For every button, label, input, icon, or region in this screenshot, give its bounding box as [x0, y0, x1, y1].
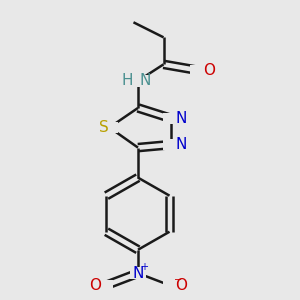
Text: N: N — [176, 137, 187, 152]
Text: N: N — [132, 266, 144, 281]
FancyBboxPatch shape — [190, 65, 206, 76]
Text: S: S — [99, 120, 108, 135]
FancyBboxPatch shape — [163, 280, 179, 292]
Text: O: O — [175, 278, 187, 293]
Text: +: + — [140, 262, 148, 272]
Text: H: H — [122, 74, 134, 88]
FancyBboxPatch shape — [97, 280, 113, 292]
Text: O: O — [203, 63, 215, 78]
FancyBboxPatch shape — [163, 113, 179, 124]
FancyBboxPatch shape — [130, 268, 146, 279]
FancyBboxPatch shape — [126, 75, 150, 87]
FancyBboxPatch shape — [163, 139, 179, 150]
Text: N: N — [176, 111, 187, 126]
Text: N: N — [140, 74, 151, 88]
Text: −: − — [174, 275, 182, 285]
FancyBboxPatch shape — [101, 122, 118, 133]
Text: O: O — [89, 278, 101, 293]
